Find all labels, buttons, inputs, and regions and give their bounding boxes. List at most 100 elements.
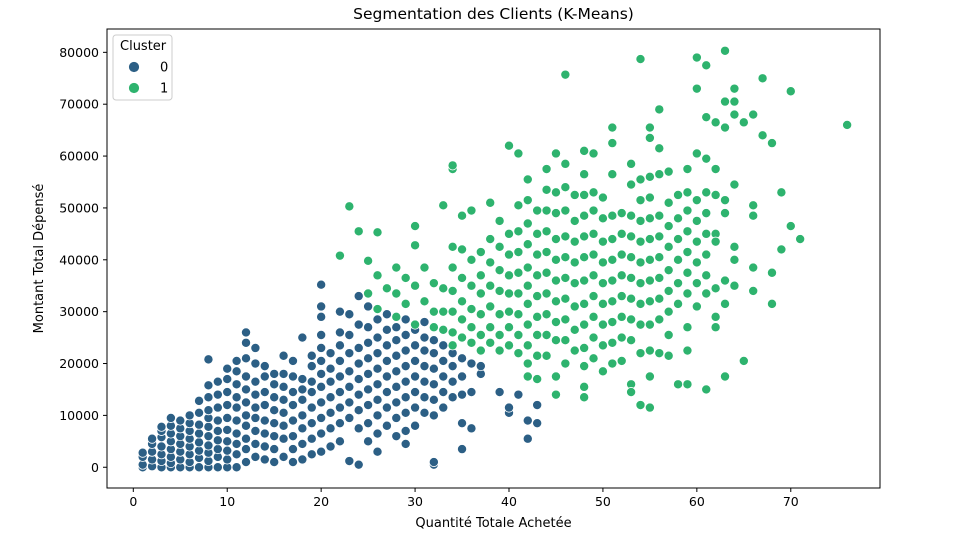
x-tick-label: 0 xyxy=(129,494,137,509)
data-point xyxy=(485,234,496,245)
data-point xyxy=(353,319,364,330)
data-point xyxy=(391,397,402,408)
data-point xyxy=(654,231,665,242)
data-point xyxy=(503,402,514,413)
data-point xyxy=(532,329,543,340)
data-point xyxy=(391,412,402,423)
data-point xyxy=(776,244,787,255)
data-point xyxy=(457,272,468,283)
data-point xyxy=(560,158,571,169)
data-point xyxy=(644,371,655,382)
data-point xyxy=(579,189,590,200)
data-point xyxy=(194,419,205,430)
data-point xyxy=(363,255,374,266)
legend-label: 0 xyxy=(160,61,168,76)
data-point xyxy=(710,117,721,128)
data-point xyxy=(391,431,402,442)
data-point xyxy=(616,228,627,239)
data-point xyxy=(363,322,374,333)
data-point xyxy=(626,387,637,398)
data-point xyxy=(569,301,580,312)
data-point xyxy=(588,148,599,159)
data-point xyxy=(569,257,580,268)
data-point xyxy=(691,148,702,159)
data-point xyxy=(560,272,571,283)
data-point xyxy=(410,221,421,232)
data-point xyxy=(287,444,298,455)
data-point xyxy=(494,387,505,398)
data-point xyxy=(682,164,693,175)
data-point xyxy=(626,252,637,263)
data-point xyxy=(428,335,439,346)
data-point xyxy=(410,387,421,398)
data-point xyxy=(457,371,468,382)
data-point xyxy=(447,361,458,372)
data-point xyxy=(241,397,252,408)
data-point xyxy=(316,355,327,366)
data-point xyxy=(241,337,252,348)
data-point xyxy=(757,130,768,141)
data-point xyxy=(522,195,533,206)
data-point xyxy=(428,363,439,374)
data-point xyxy=(457,296,468,307)
data-point xyxy=(597,213,608,224)
x-tick-label: 20 xyxy=(313,494,329,509)
data-point xyxy=(363,418,374,429)
data-point xyxy=(475,329,486,340)
data-point xyxy=(560,252,571,263)
data-point xyxy=(579,169,590,180)
data-point xyxy=(541,205,552,216)
data-point xyxy=(579,210,590,221)
data-point xyxy=(353,374,364,385)
data-point xyxy=(381,283,392,294)
data-point xyxy=(485,337,496,348)
data-point xyxy=(626,179,637,190)
data-point xyxy=(503,340,514,351)
data-point xyxy=(344,329,355,340)
y-tick-label: 40000 xyxy=(59,252,99,267)
data-point xyxy=(222,400,233,411)
data-point xyxy=(334,355,345,366)
data-point xyxy=(541,350,552,361)
data-point xyxy=(720,96,731,107)
data-point xyxy=(381,420,392,431)
data-point xyxy=(635,348,646,359)
data-point xyxy=(410,319,421,330)
data-point xyxy=(494,329,505,340)
data-point xyxy=(259,387,270,398)
data-point xyxy=(344,381,355,392)
data-point xyxy=(691,257,702,268)
data-point xyxy=(353,226,364,237)
data-point xyxy=(231,449,242,460)
data-point xyxy=(550,335,561,346)
data-point xyxy=(607,138,618,149)
data-point xyxy=(550,208,561,219)
data-point xyxy=(203,421,214,432)
data-point xyxy=(381,387,392,398)
data-point xyxy=(457,389,468,400)
data-point xyxy=(701,270,712,281)
data-point xyxy=(212,376,223,387)
data-point xyxy=(400,392,411,403)
data-point xyxy=(391,335,402,346)
data-point xyxy=(748,200,759,211)
data-point xyxy=(194,437,205,448)
data-point xyxy=(635,257,646,268)
data-point xyxy=(522,433,533,444)
data-point xyxy=(475,361,486,372)
data-point xyxy=(701,112,712,123)
data-point xyxy=(457,418,468,429)
data-point xyxy=(682,288,693,299)
data-point xyxy=(503,140,514,151)
data-point xyxy=(644,402,655,413)
data-point xyxy=(635,278,646,289)
data-point xyxy=(391,381,402,392)
data-point xyxy=(438,355,449,366)
data-point xyxy=(757,73,768,84)
data-point xyxy=(626,272,637,283)
data-point xyxy=(701,153,712,164)
x-tick-label: 30 xyxy=(407,494,423,509)
data-point xyxy=(635,319,646,330)
data-point xyxy=(400,329,411,340)
data-point xyxy=(522,358,533,369)
